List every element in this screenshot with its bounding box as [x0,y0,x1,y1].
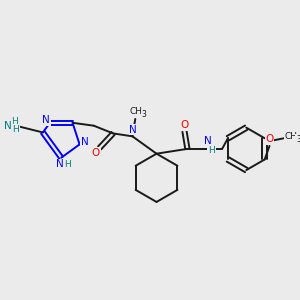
Text: N: N [130,124,137,135]
Text: N: N [56,160,64,170]
Text: H: H [11,117,18,126]
Text: N: N [80,137,88,148]
Text: H: H [208,146,215,155]
Text: 3: 3 [142,110,146,118]
Text: N: N [204,136,212,146]
Text: O: O [92,148,100,158]
Text: N: N [4,121,12,131]
Text: CH: CH [284,132,297,141]
Text: H: H [13,125,19,134]
Text: CH: CH [130,107,143,116]
Text: O: O [266,134,274,144]
Text: 3: 3 [296,135,300,144]
Text: H: H [64,160,70,169]
Text: O: O [180,120,189,130]
Text: N: N [42,115,50,125]
